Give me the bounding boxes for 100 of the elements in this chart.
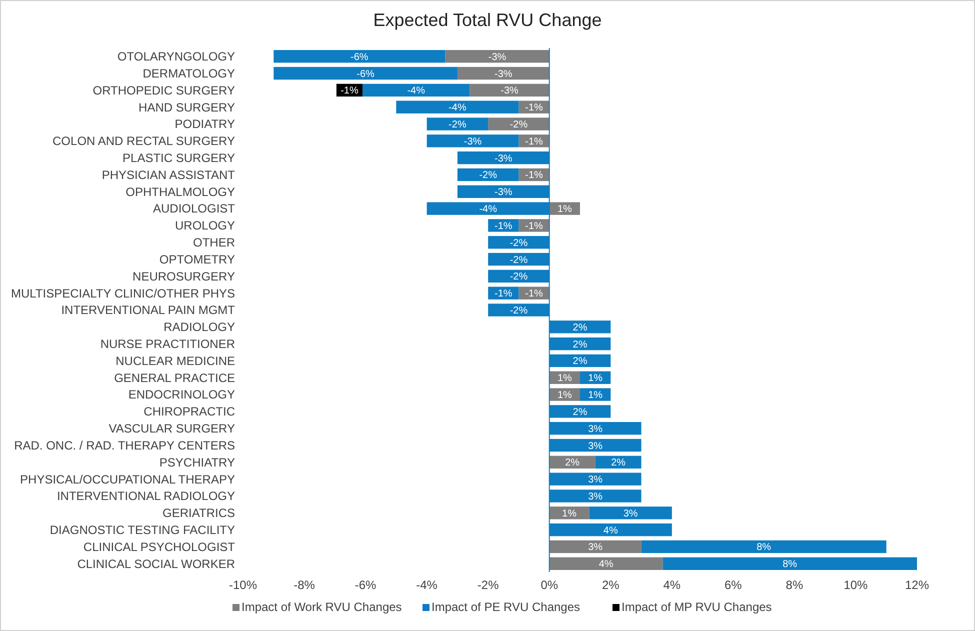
data-label: 3% [588,542,603,554]
x-tick-label: 0% [540,578,558,592]
x-tick-label: -4% [416,578,438,592]
x-tick-label: -10% [228,578,258,592]
data-label: 3% [588,474,603,486]
bar [426,134,519,148]
data-label: 3% [623,508,638,520]
y-tick-label: UROLOGY [174,218,235,233]
y-tick-label: PHYSICIAN ASSISTANT [102,168,236,182]
y-tick-label: NEUROSURGERY [132,269,235,284]
y-tick-label: CLINICAL PSYCHOLOGIST [83,540,236,554]
bar [274,66,458,80]
data-label: 2% [572,356,588,368]
data-label: 4% [603,525,618,536]
bar [641,540,886,554]
data-label: 1% [562,508,577,520]
data-label: -1% [525,136,544,148]
data-label: -1% [340,86,358,97]
x-tick-label: 10% [844,578,868,592]
bar [662,557,917,570]
data-label: 1% [588,390,603,402]
bar [457,66,550,80]
y-tick-label: PODIATRY [174,117,235,132]
y-tick-label: INTERVENTIONAL RADIOLOGY [56,489,235,504]
data-label: -6% [356,68,375,80]
data-label: -4% [407,86,426,97]
data-label: 2% [572,339,588,350]
data-label: -2% [510,306,528,316]
data-label: -3% [494,153,512,164]
data-label: 2% [565,458,580,469]
data-label: 3% [588,491,603,502]
data-label: -2% [448,120,466,131]
data-label: 2% [572,322,588,334]
y-tick-label: COLON AND RECTAL SURGERY [52,134,235,148]
bar [457,168,519,182]
legend-label: Impact of MP RVU Changes [622,600,772,614]
y-tick-label: PLASTIC SURGERY [122,151,235,166]
data-label: 2% [572,406,588,418]
y-tick-label: CLINICAL SOCIAL WORKER [77,556,236,571]
data-label: 1% [557,204,572,216]
bar [488,118,550,130]
y-tick-label: OPHTHALMOLOGY [126,184,235,199]
bar [549,540,642,554]
x-tick-label: 4% [663,578,681,592]
data-label: -2% [510,272,528,283]
data-label: 4% [598,559,614,570]
bar [426,118,488,130]
bar [396,100,519,114]
data-label: 1% [588,373,603,384]
y-tick-label: MULTISPECIALTY CLINIC/OTHER PHYS [10,286,235,300]
y-tick-label: DERMATOLOGY [142,66,235,80]
data-label: -4% [479,204,498,216]
y-tick-label: PHYSICAL/OCCUPATIONAL THERAPY [20,472,235,486]
data-label: -1% [494,288,512,300]
data-label: 3% [588,424,603,435]
data-label: -2% [510,238,528,249]
data-label: -6% [350,52,368,63]
x-tick-label: -2% [477,578,500,592]
x-tick-label: -8% [294,578,316,592]
x-tick-label: 2% [602,578,620,592]
x-tick-label: 6% [724,578,742,592]
y-tick-label: GERIATRICS [162,506,235,520]
data-label: -1% [525,170,544,182]
y-tick-label: ENDOCRINOLOGY [128,388,235,402]
bar [549,557,663,570]
data-label: 2% [611,458,626,469]
bar [362,84,470,97]
y-tick-label: NUCLEAR MEDICINE [116,354,235,368]
data-label: -2% [510,254,528,266]
legend-label: Impact of Work RVU Changes [242,600,402,614]
x-tick-label: 8% [786,578,804,592]
bar [595,456,642,469]
y-tick-label: OTHER [193,236,236,250]
data-label: 8% [782,559,798,570]
y-tick-label: DIAGNOSTIC TESTING FACILITY [50,523,235,538]
y-tick-label: AUDIOLOGIST [152,202,236,216]
x-tick-label: 12% [904,578,930,592]
x-tick-label: -6% [354,578,377,592]
data-label: -3% [464,136,482,148]
bar [589,506,672,520]
data-label: -4% [448,102,466,114]
bar [274,50,446,63]
data-label: -1% [525,288,544,300]
data-label: 1% [557,373,572,384]
bar [470,84,550,97]
data-label: -1% [525,220,544,232]
legend-label: Impact of PE RVU Changes [432,600,580,614]
data-label: -2% [479,170,498,182]
data-label: 1% [557,390,572,402]
data-label: 8% [756,542,772,554]
y-tick-label: NURSE PRACTITIONER [100,337,236,352]
data-label: 3% [588,440,603,452]
y-tick-label: CHIROPRACTIC [144,404,236,419]
y-tick-label: ORTHOPEDIC SURGERY [92,83,235,98]
y-tick-label: GENERAL PRACTICE [114,370,235,385]
y-tick-label: INTERVENTIONAL PAIN MGMT [61,303,236,318]
y-tick-label: RADIOLOGY [164,320,235,334]
y-tick-label: PSYCHIATRY [159,455,235,470]
y-tick-label: HAND SURGERY [138,100,235,114]
bar [445,50,550,63]
